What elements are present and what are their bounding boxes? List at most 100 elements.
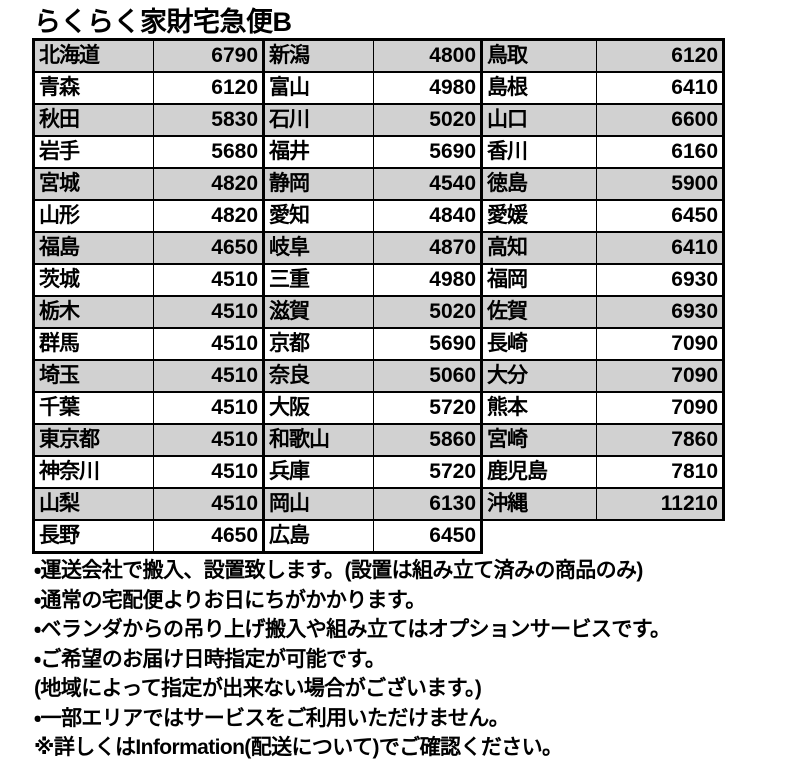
prefecture-name-cell: 石川	[262, 103, 374, 137]
fare-price-cell: 4840	[373, 199, 483, 233]
fare-price-cell: 5720	[373, 455, 483, 489]
prefecture-name-cell: 新潟	[262, 38, 374, 73]
prefecture-name-cell: 静岡	[262, 167, 374, 201]
fare-price-cell: 4820	[153, 167, 265, 201]
prefecture-name-cell: 埼玉	[32, 359, 154, 393]
prefecture-name-cell: 茨城	[32, 263, 154, 297]
note-line: ※詳しくはInformation(配送について)でご確認ください。	[34, 736, 563, 759]
prefecture-name-cell: 岐阜	[262, 231, 374, 265]
table-row: 群馬 4510 京都 5690 長崎 7090	[32, 327, 725, 361]
empty-cell	[597, 520, 724, 553]
fare-price-cell: 6790	[153, 38, 265, 73]
fare-price-cell: 4510	[153, 455, 265, 489]
fare-price-cell: 4820	[153, 199, 265, 233]
fare-price-cell: 6410	[596, 231, 725, 265]
prefecture-name-cell: 東京都	[32, 423, 154, 457]
table-row: 秋田 5830 石川 5020 山口 6600	[32, 103, 725, 137]
fare-price-cell: 5020	[373, 295, 483, 329]
prefecture-name-cell: 奈良	[262, 359, 374, 393]
fare-price-cell: 7860	[596, 423, 725, 457]
empty-cell	[482, 520, 597, 553]
table-row: 長野 4650 広島 6450	[32, 519, 724, 554]
fare-price-cell: 6930	[596, 263, 725, 297]
fare-price-cell: 4510	[153, 391, 265, 425]
fare-price-cell: 5680	[153, 135, 265, 169]
fare-price-cell: 5690	[373, 135, 483, 169]
table-row: 茨城 4510 三重 4980 福岡 6930	[32, 263, 725, 297]
fare-price-cell: 7090	[596, 327, 725, 361]
prefecture-name-cell: 富山	[262, 71, 374, 105]
prefecture-name-cell: 千葉	[32, 391, 154, 425]
fare-price-cell: 4510	[153, 263, 265, 297]
prefecture-name-cell: 福島	[32, 231, 154, 265]
note-line: ・ベランダからの吊り上げ搬入や組み立てはオプションサービスです。	[34, 618, 671, 641]
note-line: ・一部エリアではサービスをご利用いただけません。	[34, 706, 510, 730]
fare-price-cell: 6450	[596, 199, 725, 233]
fare-price-cell: 5900	[596, 167, 725, 201]
prefecture-name-cell: 香川	[480, 135, 597, 169]
fare-price-cell: 6120	[596, 38, 725, 73]
fare-price-cell: 6600	[596, 103, 725, 137]
fare-price-cell: 4800	[373, 38, 483, 73]
prefecture-name-cell: 三重	[262, 263, 374, 297]
shipping-fare-table: 北海道 6790 新潟 4800 鳥取 6120 青森 6120 富山 4980 島根 6410 秋田 5…	[32, 38, 725, 554]
prefecture-name-cell: 福井	[262, 135, 374, 169]
table-row: 山梨 4510 岡山 6130 沖縄 11210	[32, 487, 725, 521]
fare-price-cell: 11210	[596, 487, 725, 521]
fare-table-container: 北海道 6790 新潟 4800 鳥取 6120 青森 6120 富山 4980 島根 6410 秋田 5…	[32, 38, 725, 554]
table-row: 神奈川 4510 兵庫 5720 鹿児島 7810	[32, 455, 725, 489]
table-row: 埼玉 4510 奈良 5060 大分 7090	[32, 359, 725, 393]
fare-price-cell: 5020	[373, 103, 483, 137]
prefecture-name-cell: 群馬	[32, 327, 154, 361]
fare-price-cell: 6120	[153, 71, 265, 105]
note-line: (地域によって指定が出来ない場合がございます。)	[34, 677, 482, 700]
fare-price-cell: 4510	[153, 327, 265, 361]
fare-price-cell: 4510	[153, 423, 265, 457]
prefecture-name-cell: 北海道	[32, 38, 154, 73]
table-row: 千葉 4510 大阪 5720 熊本 7090	[32, 391, 725, 425]
fare-table-body: 北海道 6790 新潟 4800 鳥取 6120 青森 6120 富山 4980 島根 6410 秋田 5…	[32, 38, 725, 554]
prefecture-name-cell: 岡山	[262, 487, 374, 521]
prefecture-name-cell: 兵庫	[262, 455, 374, 489]
table-row: 山形 4820 愛知 4840 愛媛 6450	[32, 199, 725, 233]
note-line: ・通常の宅配便よりお日にちがかかります。	[34, 588, 426, 612]
fare-price-cell: 4980	[373, 263, 483, 297]
prefecture-name-cell: 沖縄	[480, 487, 597, 521]
prefecture-name-cell: 福岡	[480, 263, 597, 297]
shipping-notes: ・運送会社で搬入、設置致します。(設置は組み立て済みの商品のみ) ・通常の宅配便よ…	[34, 556, 786, 763]
fare-price-cell: 4510	[153, 359, 265, 393]
fare-price-cell: 6930	[596, 295, 725, 329]
table-row: 宮城 4820 静岡 4540 徳島 5900	[32, 167, 725, 201]
fare-price-cell: 4650	[153, 231, 265, 265]
prefecture-name-cell: 鳥取	[480, 38, 597, 73]
prefecture-name-cell: 宮崎	[480, 423, 597, 457]
fare-price-cell: 5690	[373, 327, 483, 361]
prefecture-name-cell: 山口	[480, 103, 597, 137]
prefecture-name-cell: 岩手	[32, 135, 154, 169]
prefecture-name-cell: 青森	[32, 71, 154, 105]
fare-price-cell: 4510	[153, 487, 265, 521]
fare-price-cell: 7090	[596, 359, 725, 393]
table-row: 青森 6120 富山 4980 島根 6410	[32, 71, 725, 105]
note-line: ・ご希望のお届け日時指定が可能です。	[34, 647, 386, 671]
fare-price-cell: 7810	[596, 455, 725, 489]
prefecture-name-cell: 高知	[480, 231, 597, 265]
prefecture-name-cell: 和歌山	[262, 423, 374, 457]
note-line: ・運送会社で搬入、設置致します。(設置は組み立て済みの商品のみ)	[34, 559, 643, 582]
fare-price-cell: 4540	[373, 167, 483, 201]
fare-price-cell: 4870	[373, 231, 483, 265]
fare-price-cell: 5860	[373, 423, 483, 457]
fare-price-cell: 6130	[373, 487, 483, 521]
prefecture-name-cell: 大阪	[262, 391, 374, 425]
prefecture-name-cell: 鹿児島	[480, 455, 597, 489]
fare-price-cell: 7090	[596, 391, 725, 425]
table-row: 岩手 5680 福井 5690 香川 6160	[32, 135, 725, 169]
prefecture-name-cell: 広島	[262, 519, 374, 554]
table-row: 福島 4650 岐阜 4870 高知 6410	[32, 231, 725, 265]
prefecture-name-cell: 山形	[32, 199, 154, 233]
prefecture-name-cell: 山梨	[32, 487, 154, 521]
prefecture-name-cell: 栃木	[32, 295, 154, 329]
prefecture-name-cell: 秋田	[32, 103, 154, 137]
prefecture-name-cell: 熊本	[480, 391, 597, 425]
